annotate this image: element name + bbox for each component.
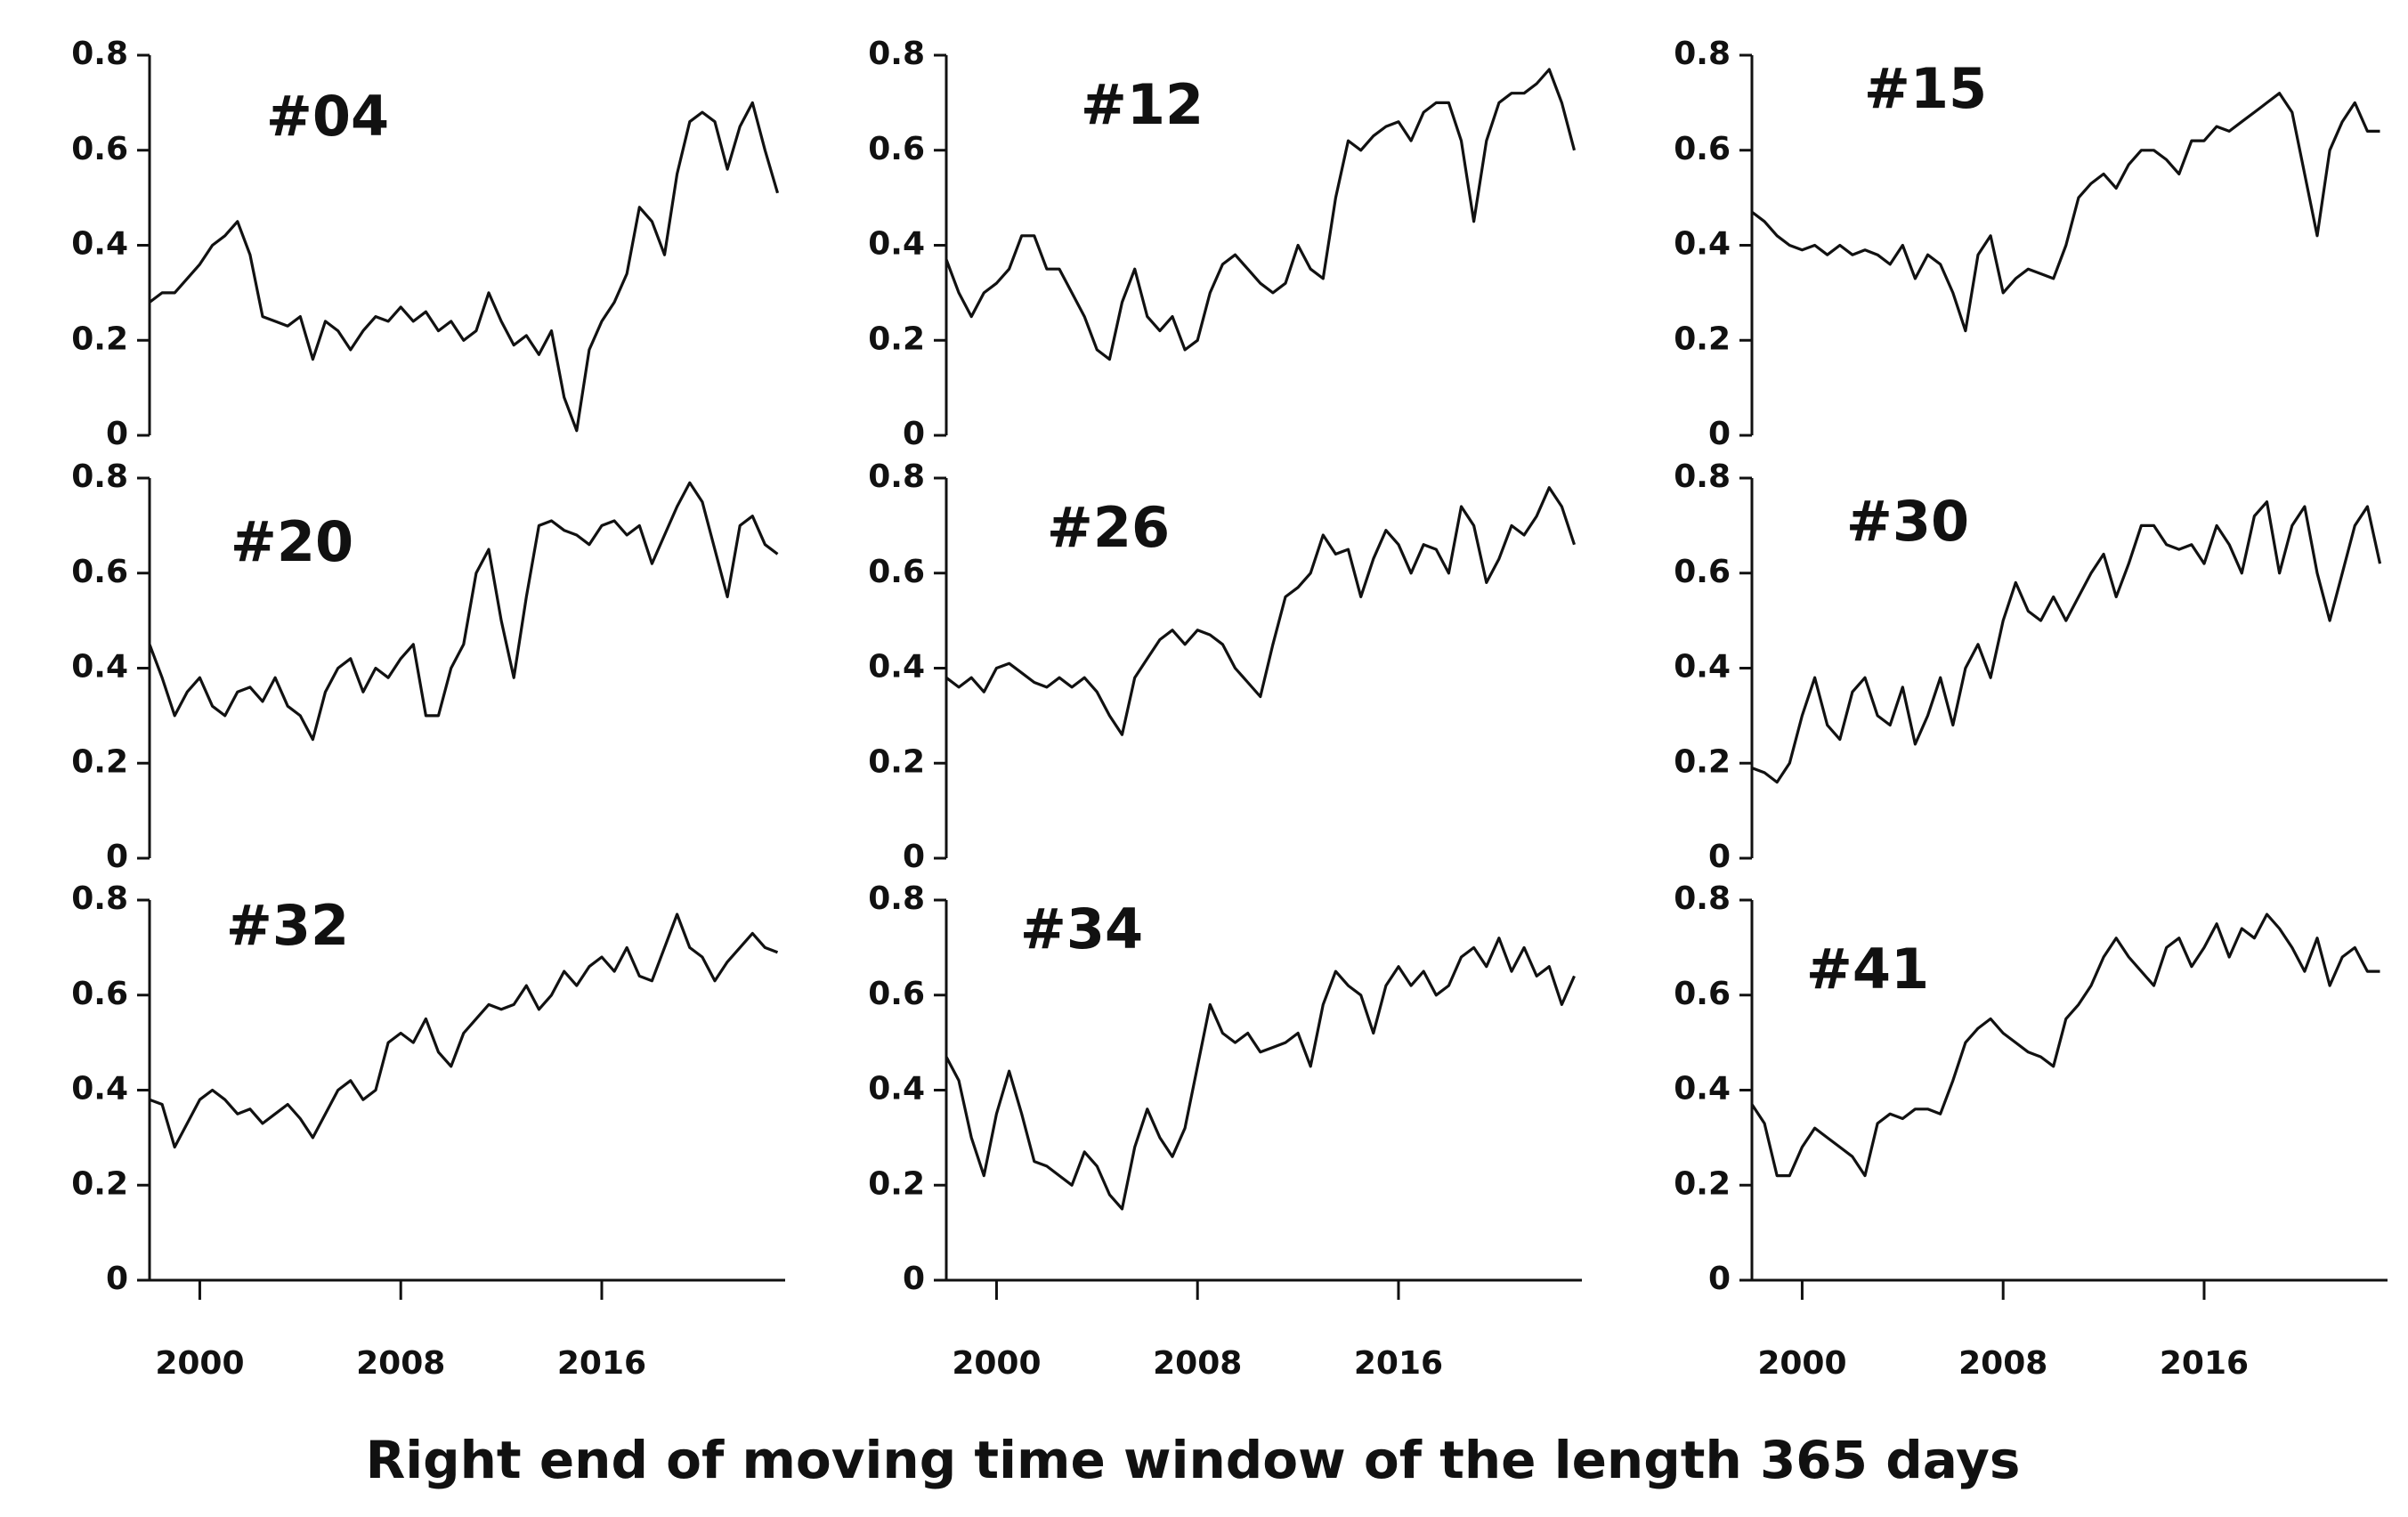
y-tick-label: 0.2 xyxy=(868,1165,925,1202)
y-tick-label: 0.4 xyxy=(868,226,925,263)
panel-title: #32 xyxy=(226,893,349,958)
y-tick-label: 0 xyxy=(1708,416,1731,452)
y-tick-label: 0 xyxy=(1708,1261,1731,1297)
x-tick-label: 2016 xyxy=(2160,1345,2249,1382)
y-tick-label: 0.8 xyxy=(71,458,128,495)
panel-title: #34 xyxy=(1020,896,1143,961)
y-tick-label: 0 xyxy=(903,1261,925,1297)
panel-title: #41 xyxy=(1806,937,1929,1002)
y-tick-label: 0.8 xyxy=(1674,880,1731,917)
panel-title: #30 xyxy=(1846,489,1969,554)
x-tick-label: 2016 xyxy=(557,1345,646,1382)
y-tick-label: 0 xyxy=(1708,839,1731,875)
y-tick-label: 0.4 xyxy=(71,1071,128,1107)
y-tick-label: 0.2 xyxy=(868,320,925,357)
data-line xyxy=(149,913,779,1149)
y-tick-label: 0.2 xyxy=(71,1165,128,1202)
x-axis-label: Right end of moving time window of the l… xyxy=(366,1430,2021,1490)
panel-title: #15 xyxy=(1864,56,1987,121)
y-tick-label: 0 xyxy=(106,839,128,875)
data-line xyxy=(149,101,780,433)
data-line xyxy=(1751,500,2382,784)
y-tick-label: 0.6 xyxy=(1674,554,1731,590)
x-tick-label: 2000 xyxy=(952,1345,1041,1382)
x-tick-label: 2016 xyxy=(1354,1345,1443,1382)
y-tick-label: 0.4 xyxy=(868,649,925,685)
y-tick-label: 0.6 xyxy=(71,976,128,1012)
x-tick-label: 2008 xyxy=(1958,1345,2047,1382)
y-tick-label: 0.8 xyxy=(71,36,128,72)
y-tick-label: 0.6 xyxy=(868,976,925,1012)
y-tick-label: 0.8 xyxy=(868,880,925,917)
y-tick-label: 0.2 xyxy=(1674,1165,1731,1202)
y-tick-label: 0.8 xyxy=(1674,458,1731,495)
y-tick-label: 0 xyxy=(903,839,925,875)
x-tick-label: 2000 xyxy=(1757,1345,1846,1382)
data-line xyxy=(945,486,1577,736)
y-tick-label: 0.8 xyxy=(1674,36,1731,72)
data-line xyxy=(1750,913,2380,1178)
y-tick-label: 0.8 xyxy=(71,880,128,917)
y-tick-label: 0.6 xyxy=(71,554,128,590)
y-tick-label: 0.2 xyxy=(71,743,128,780)
data-line xyxy=(945,937,1576,1211)
data-line xyxy=(1751,92,2380,333)
y-tick-label: 0.2 xyxy=(1674,320,1731,357)
y-tick-label: 0.2 xyxy=(1674,743,1731,780)
y-tick-label: 0 xyxy=(106,416,128,452)
x-tick-label: 2008 xyxy=(1153,1345,1242,1382)
y-tick-label: 0.4 xyxy=(1674,1071,1731,1107)
data-line xyxy=(945,68,1577,361)
y-tick-label: 0.2 xyxy=(71,320,128,357)
y-tick-label: 0.6 xyxy=(1674,131,1731,167)
y-tick-label: 0.4 xyxy=(71,649,128,685)
y-tick-label: 0.4 xyxy=(1674,649,1731,685)
y-tick-label: 0.6 xyxy=(71,131,128,167)
panel-title: #20 xyxy=(231,509,353,574)
y-tick-label: 0.6 xyxy=(868,131,925,167)
y-tick-label: 0.4 xyxy=(1674,226,1731,263)
y-tick-label: 0.6 xyxy=(868,554,925,590)
x-tick-label: 2008 xyxy=(356,1345,445,1382)
panel-title: #26 xyxy=(1047,495,1170,560)
data-line xyxy=(148,481,779,742)
y-tick-label: 0.6 xyxy=(1674,976,1731,1012)
panel-title: #12 xyxy=(1081,72,1204,137)
y-tick-label: 0.8 xyxy=(868,36,925,72)
y-tick-label: 0.4 xyxy=(868,1071,925,1107)
y-tick-label: 0.4 xyxy=(71,226,128,263)
y-tick-label: 0 xyxy=(106,1261,128,1297)
y-tick-label: 0.8 xyxy=(868,458,925,495)
x-tick-label: 2000 xyxy=(155,1345,244,1382)
y-tick-label: 0 xyxy=(903,416,925,452)
y-tick-label: 0.2 xyxy=(868,743,925,780)
panel-title: #04 xyxy=(266,84,389,149)
